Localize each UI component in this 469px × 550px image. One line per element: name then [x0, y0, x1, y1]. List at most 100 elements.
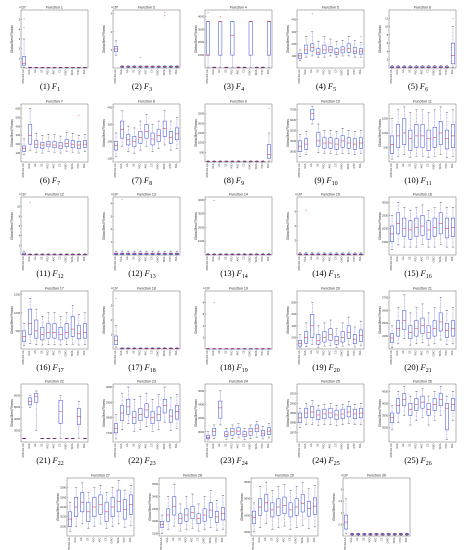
outlier-point: +	[29, 200, 31, 204]
x-tick-label: SGA	[28, 256, 31, 261]
x-tick-label: HHO	[77, 163, 80, 168]
x-tick-label: DBSCAN-GA	[298, 69, 301, 84]
y-tick-label: 500	[384, 146, 389, 150]
caption-subscript: 24	[242, 461, 248, 467]
box	[22, 56, 26, 66]
x-tick-label: GA	[34, 350, 37, 354]
x-tick-label: WOA	[117, 537, 120, 543]
y-axis-label: Global Best Fitness	[10, 306, 14, 334]
x-tick-label: SGA	[304, 350, 307, 355]
x-tick-label: WOA	[255, 443, 258, 449]
box	[252, 510, 256, 524]
box	[444, 217, 449, 239]
caption-function-symbol: F	[52, 362, 59, 372]
caption-index: (21)	[36, 455, 52, 465]
x-tick-label: WOA	[163, 350, 166, 356]
panel-caption: (24) F25	[312, 455, 340, 467]
x-tick-label: GWO	[433, 69, 436, 75]
x-tick-label: DE	[40, 163, 43, 167]
box	[68, 511, 72, 527]
x-tick-label: HHO	[445, 443, 448, 448]
y-tick-label: 4	[295, 224, 297, 228]
x-tick-label: CS	[335, 350, 338, 354]
x-tick-label: PSO	[92, 537, 95, 542]
panel-title: Function 8	[138, 99, 155, 103]
y-tick-label: 1500	[382, 240, 389, 244]
axes-frame	[112, 383, 181, 443]
panel-caption: (17) F18	[128, 362, 156, 374]
y-axis-label: Global Best Fitness	[286, 25, 290, 53]
panel-title: Function 29	[275, 473, 294, 477]
y-tick-label: 2890	[290, 411, 297, 415]
x-tick-label: ABC	[237, 350, 240, 355]
x-tick-label: DE	[40, 443, 43, 447]
x-tick-label: GA	[172, 537, 175, 541]
y-tick-label: 3	[111, 12, 113, 16]
box	[162, 399, 167, 414]
x-tick-label: DE	[270, 537, 273, 541]
box	[390, 333, 394, 343]
x-tick-label: SGA	[120, 443, 123, 448]
box	[344, 514, 348, 530]
y-tick-label: 4	[19, 27, 21, 31]
axes-frame	[204, 103, 273, 163]
panel-title: Function 9	[230, 99, 247, 103]
x-tick-label: SGA	[396, 443, 399, 448]
caption-subscript: 7	[57, 181, 60, 187]
outlier-point: +	[23, 25, 25, 29]
y-axis-label: Global Best Fitness	[194, 119, 198, 147]
caption-subscript: 1	[57, 87, 60, 93]
x-tick-label: DE	[408, 69, 411, 73]
x-tick-label: ABC	[145, 256, 148, 261]
panel-caption: (5) F6	[408, 81, 428, 93]
caption-function-symbol: F	[144, 455, 151, 465]
caption-subscript: 8	[149, 181, 152, 187]
axes-frame	[342, 477, 411, 537]
box	[444, 129, 449, 150]
x-tick-label: ABC	[329, 256, 332, 261]
y-tick-label: 3800	[244, 480, 251, 484]
y-tick-label: 100	[292, 54, 297, 58]
panel-title: Function 15	[321, 192, 340, 196]
panel-title: Function 26	[413, 379, 432, 383]
x-tick-label: SSA	[175, 350, 178, 355]
box	[52, 141, 57, 148]
box	[144, 403, 149, 418]
box	[392, 533, 397, 536]
x-tick-label: DE	[316, 443, 319, 447]
y-tick-label: 1500	[14, 293, 21, 297]
x-tick-label: GA	[34, 163, 37, 167]
caption-function-symbol: F	[327, 81, 334, 91]
x-tick-label: DE	[40, 69, 43, 73]
axes-frame	[20, 196, 89, 256]
box	[83, 323, 87, 339]
outlier-point: +	[207, 11, 209, 15]
box	[390, 412, 394, 423]
box	[236, 253, 241, 255]
y-tick-label: 3000	[198, 27, 205, 31]
box	[316, 48, 321, 55]
panel-title: Function 27	[91, 473, 110, 477]
x-tick-label: PSO	[322, 69, 325, 74]
caption-index: (18)	[220, 362, 236, 372]
box	[304, 44, 309, 54]
box	[58, 327, 63, 341]
outlier-point: +	[213, 198, 215, 202]
caption-function-symbol: F	[420, 175, 427, 185]
outlier-point: +	[452, 16, 454, 20]
chart-panel: Function 13 ×10⁸ Global Best Fitness 1 2 3 4 DB…	[102, 192, 181, 280]
y-tick-label: 3000	[14, 428, 21, 432]
caption-function-symbol: F	[325, 175, 332, 185]
x-tick-label: PSO	[414, 163, 417, 168]
y-tick-label: 2800	[106, 416, 113, 420]
x-tick-label: DBSCAN-GA	[206, 350, 209, 365]
panel-caption: (19) F20	[312, 362, 340, 374]
y-tick-label: 1000	[198, 141, 205, 145]
y-tick-label: 2	[111, 30, 113, 34]
caption-function-symbol: F	[236, 268, 243, 278]
box	[328, 46, 333, 53]
panel-title: Function 24	[229, 379, 248, 383]
y-tick-label: 600	[292, 312, 297, 316]
box	[156, 406, 161, 421]
caption-function-symbol: F	[420, 268, 427, 278]
